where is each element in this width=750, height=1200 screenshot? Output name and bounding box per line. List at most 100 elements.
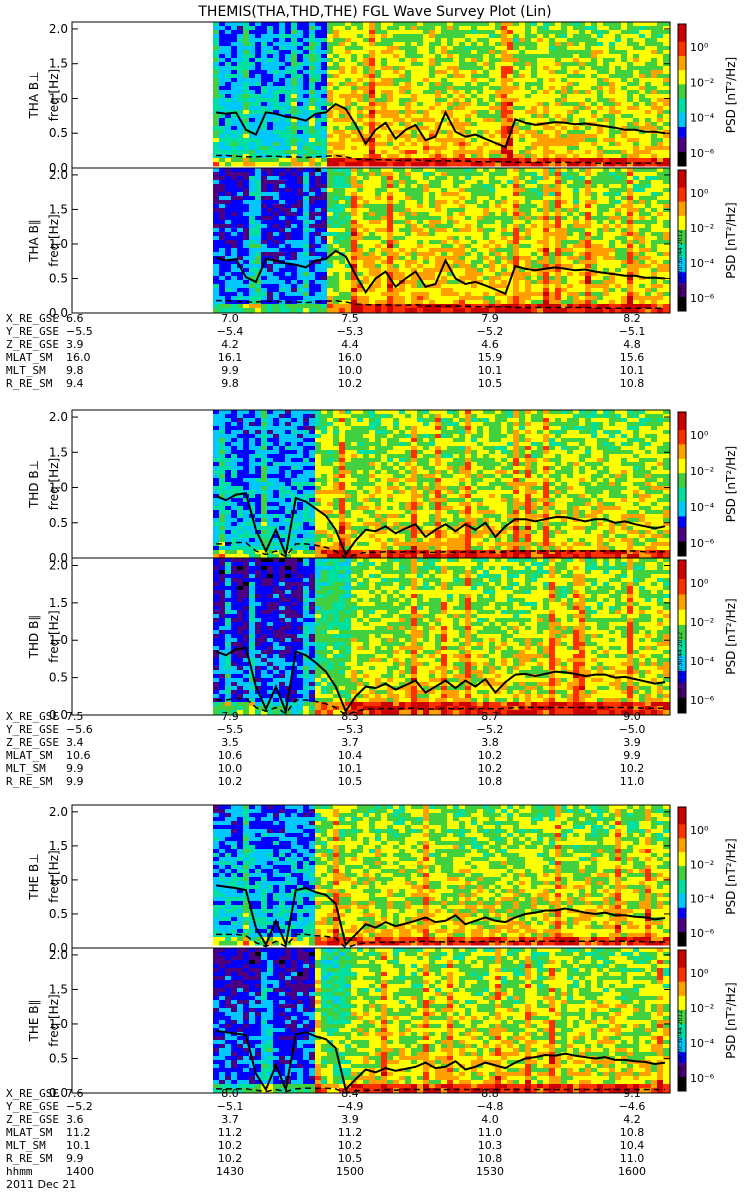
spectrogram-cell bbox=[597, 154, 604, 159]
spectrogram-cell bbox=[387, 38, 394, 43]
spectrogram-cell bbox=[447, 94, 454, 99]
spectrogram-cell bbox=[477, 42, 484, 47]
spectrogram-cell bbox=[291, 102, 298, 107]
spectrogram-cell bbox=[267, 122, 274, 127]
spectrogram-cell bbox=[363, 90, 370, 95]
spectrogram-cell bbox=[627, 138, 634, 143]
spectrogram-cell bbox=[537, 146, 544, 151]
spectrogram-cell bbox=[261, 74, 268, 79]
spectrogram-cell bbox=[261, 264, 268, 269]
spectrogram-cell bbox=[453, 86, 460, 91]
spectrogram-cell bbox=[255, 208, 262, 213]
spectrogram-cell bbox=[555, 172, 562, 177]
spectrogram-cell bbox=[345, 172, 352, 177]
spectrogram-cell bbox=[285, 46, 292, 51]
spectrogram-cell bbox=[363, 252, 370, 257]
spectrogram-cell bbox=[561, 90, 568, 95]
y-tick-label: 1.5 bbox=[49, 57, 68, 71]
spectrogram-cell bbox=[639, 122, 646, 127]
spectrogram-cell bbox=[243, 200, 250, 205]
spectrogram-cell bbox=[639, 38, 646, 43]
spectrogram-cell bbox=[309, 98, 316, 103]
spectrogram-cell bbox=[219, 232, 226, 237]
spectrogram-cell bbox=[579, 78, 586, 83]
spectrogram-cell bbox=[267, 200, 274, 205]
spectrogram-cell bbox=[519, 220, 526, 225]
spectrogram-cell bbox=[327, 126, 334, 131]
spectrogram-cell bbox=[381, 26, 388, 31]
spectrogram-cell bbox=[219, 260, 226, 265]
spectrogram-cell bbox=[279, 22, 286, 27]
spectrogram-cell bbox=[393, 232, 400, 237]
spectrogram-cell bbox=[291, 172, 298, 177]
spectrogram-cell bbox=[573, 224, 580, 229]
spectrogram-cell bbox=[633, 130, 640, 135]
spectrogram-cell bbox=[525, 66, 532, 71]
spectrogram-cell bbox=[381, 154, 388, 159]
spectrogram-cell bbox=[213, 158, 220, 163]
spectrogram-cell bbox=[387, 50, 394, 55]
spectrogram-cell bbox=[333, 224, 340, 229]
spectrogram-cell bbox=[231, 256, 238, 261]
spectrogram-cell bbox=[237, 90, 244, 95]
spectrogram-cell bbox=[231, 288, 238, 293]
spectrogram-cell bbox=[591, 134, 598, 139]
spectrogram-cell bbox=[405, 208, 412, 213]
spectrogram-cell bbox=[495, 90, 502, 95]
spectrogram-cell bbox=[387, 42, 394, 47]
spectrogram-cell bbox=[351, 54, 358, 59]
spectrogram-cell bbox=[501, 304, 508, 309]
spectrogram-cell bbox=[351, 146, 358, 151]
spectrogram-cell bbox=[537, 98, 544, 103]
spectrogram-cell bbox=[309, 38, 316, 43]
spectrogram-cell bbox=[375, 54, 382, 59]
spectrogram-cell bbox=[297, 94, 304, 99]
spectrogram-cell bbox=[303, 232, 310, 237]
spectrogram-cell bbox=[495, 200, 502, 205]
spectrogram-cell bbox=[483, 200, 490, 205]
spectrogram-cell bbox=[627, 102, 634, 107]
spectrogram-cell bbox=[489, 70, 496, 75]
spectrogram-cell bbox=[663, 134, 670, 139]
spectrogram-cell bbox=[309, 280, 316, 285]
spectrogram-cell bbox=[543, 248, 550, 253]
spectrogram-cell bbox=[495, 154, 502, 159]
spectrogram-cell bbox=[429, 86, 436, 91]
spectrogram-cell bbox=[411, 296, 418, 301]
spectrogram-cell bbox=[447, 308, 454, 313]
spectrogram-cell bbox=[255, 200, 262, 205]
spectrogram-cell bbox=[459, 228, 466, 233]
spectrogram-cell bbox=[429, 30, 436, 35]
spectrogram-cell bbox=[663, 26, 670, 31]
spectrogram-cell bbox=[423, 280, 430, 285]
spectrogram-cell bbox=[267, 126, 274, 131]
spectrogram-cell bbox=[627, 26, 634, 31]
spectrogram-cell bbox=[369, 224, 376, 229]
spectrogram-cell bbox=[255, 256, 262, 261]
spectrogram-cell bbox=[369, 82, 376, 87]
spectrogram-cell bbox=[411, 142, 418, 147]
spectrogram-cell bbox=[423, 26, 430, 31]
spectrogram-cell bbox=[291, 42, 298, 47]
spectrogram-cell bbox=[609, 90, 616, 95]
spectrogram-cell bbox=[531, 86, 538, 91]
spectrogram-cell bbox=[603, 114, 610, 119]
spectrogram-cell bbox=[471, 106, 478, 111]
colorbar-segment bbox=[678, 70, 686, 75]
spectrogram-cell bbox=[339, 272, 346, 277]
spectrogram-cell bbox=[483, 106, 490, 111]
colorbar-segment bbox=[678, 31, 686, 36]
spectrogram-cell bbox=[285, 204, 292, 209]
spectrogram-cell bbox=[651, 110, 658, 115]
spectrogram-cell bbox=[531, 126, 538, 131]
spectrogram-cell bbox=[303, 86, 310, 91]
spectrogram-cell bbox=[573, 98, 580, 103]
spectrogram-cell bbox=[525, 236, 532, 241]
spectrogram-cell bbox=[459, 122, 466, 127]
spectrogram-cell bbox=[513, 42, 520, 47]
spectrogram-cell bbox=[585, 42, 592, 47]
spectrogram-cell bbox=[237, 292, 244, 297]
spectrogram-cell bbox=[339, 146, 346, 151]
spectrogram-cell bbox=[429, 196, 436, 201]
spectrogram-cell bbox=[213, 188, 220, 193]
